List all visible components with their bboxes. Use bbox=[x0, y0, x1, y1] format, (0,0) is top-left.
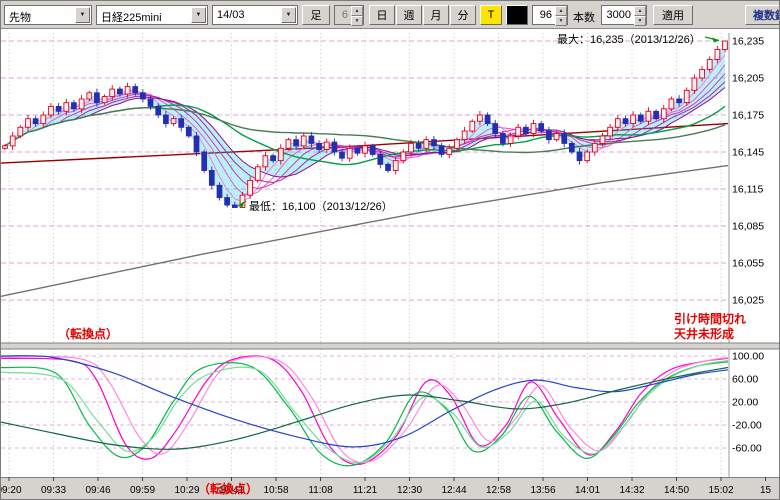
contract-month-select[interactable]: 14/03 ▼ bbox=[212, 5, 298, 25]
svg-text:14:32: 14:32 bbox=[619, 485, 644, 496]
color-swatch-button[interactable] bbox=[506, 5, 528, 25]
bars-visible-value: 96 bbox=[539, 9, 552, 21]
price-and-oscillator-chart: 09:20 09:33 09:46 09:59 10:29 10:41 10:58 11:08… bbox=[1, 29, 779, 499]
turning-point-bottom-annotation: （転換点） bbox=[198, 482, 259, 496]
svg-text:100.00: 100.00 bbox=[732, 351, 764, 363]
svg-text:16,085: 16,085 bbox=[732, 220, 764, 232]
svg-text:09:33: 09:33 bbox=[41, 485, 66, 496]
svg-text:16,145: 16,145 bbox=[732, 146, 764, 158]
svg-text:16,205: 16,205 bbox=[732, 72, 764, 84]
trend-line-long-gray bbox=[1, 164, 729, 297]
svg-text:20.00: 20.00 bbox=[732, 397, 758, 409]
notice-no-ceiling: 天井未形成 bbox=[674, 327, 735, 341]
tick-toggle-button[interactable]: T bbox=[480, 5, 502, 25]
ashi-button[interactable]: 足 bbox=[302, 5, 330, 25]
svg-text:-20.00: -20.00 bbox=[732, 420, 762, 432]
svg-text:15: 15 bbox=[760, 485, 772, 496]
period-week-button[interactable]: 週 bbox=[396, 5, 422, 25]
svg-text:09:46: 09:46 bbox=[85, 485, 110, 496]
oscillator-layer bbox=[1, 355, 729, 467]
instrument-value: 先物 bbox=[9, 12, 31, 24]
svg-text:12:30: 12:30 bbox=[397, 485, 422, 496]
instrument-select[interactable]: 先物 ▼ bbox=[4, 5, 92, 25]
svg-text:16,235: 16,235 bbox=[732, 36, 764, 48]
svg-text:14:01: 14:01 bbox=[575, 485, 600, 496]
x-axis-labels: 09:20 09:33 09:46 09:59 10:29 10:41 10:58 11:08… bbox=[1, 477, 771, 496]
interval-value: 6 bbox=[341, 9, 348, 21]
svg-text:09:59: 09:59 bbox=[130, 485, 155, 496]
oscillator-line-slow-blue bbox=[1, 355, 729, 448]
max-price-annotation: 最大：16,235（2013/12/26） bbox=[557, 34, 701, 46]
oscillator-line-rci-mid-green bbox=[1, 361, 729, 467]
svg-text:16,115: 16,115 bbox=[732, 183, 763, 195]
svg-text:11:21: 11:21 bbox=[353, 485, 378, 496]
svg-text:09:20: 09:20 bbox=[1, 485, 22, 496]
svg-text:12:58: 12:58 bbox=[486, 485, 511, 496]
symbol-select[interactable]: 日経225mini ▼ bbox=[96, 5, 208, 25]
chevron-down-icon[interactable]: ▼ bbox=[75, 7, 90, 23]
svg-text:16,025: 16,025 bbox=[732, 294, 764, 306]
y-axis-labels: 16,235 16,205 16,175 16,145 16,115 16,085 16,0… bbox=[732, 36, 764, 455]
svg-text:60.00: 60.00 bbox=[732, 374, 758, 386]
svg-text:10:29: 10:29 bbox=[174, 485, 199, 496]
max-arrowhead-icon bbox=[712, 37, 719, 43]
notice-close-timeout: 引け時間切れ bbox=[674, 312, 747, 326]
contract-month-value: 14/03 bbox=[217, 9, 245, 21]
period-day-button[interactable]: 日 bbox=[369, 5, 395, 25]
svg-text:-60.00: -60.00 bbox=[732, 443, 762, 455]
bars-visible-spinner[interactable]: 96 ▲ ▼ bbox=[532, 5, 568, 26]
apply-button[interactable]: 適用 bbox=[653, 5, 693, 25]
oscillator-line-slow-darkgreen bbox=[1, 366, 729, 450]
trend-line-long-maroon bbox=[1, 122, 729, 164]
svg-text:11:08: 11:08 bbox=[308, 485, 333, 496]
svg-text:10:41: 10:41 bbox=[219, 485, 244, 496]
oscillator-line-rci-short-magenta bbox=[1, 355, 729, 466]
bars-count-label: 本数 bbox=[573, 12, 595, 24]
svg-text:15:02: 15:02 bbox=[708, 485, 733, 496]
min-price-annotation: 最低：16,100（2013/12/26） bbox=[249, 201, 393, 213]
svg-text:14:50: 14:50 bbox=[664, 485, 689, 496]
spinner-arrows-icon[interactable]: ▲ ▼ bbox=[555, 6, 567, 26]
turning-point-top-annotation: （転換点） bbox=[58, 327, 119, 341]
symbol-value: 日経225mini bbox=[101, 12, 162, 24]
bars-total-spinner[interactable]: 3000 ▲ ▼ bbox=[601, 5, 647, 26]
svg-text:16,175: 16,175 bbox=[732, 109, 764, 121]
period-minute-button[interactable]: 分 bbox=[450, 5, 476, 25]
toolbar: 先物 ▼ 日経225mini ▼ 14/03 ▼ 足 6 ▲ ▼ 日 週 月 分 … bbox=[1, 1, 779, 29]
oscillator-line-rci-mid-lightgreen bbox=[1, 360, 729, 464]
spinner-arrows-icon[interactable]: ▲ ▼ bbox=[634, 6, 646, 26]
chart-area: 09:20 09:33 09:46 09:59 10:29 10:41 10:58 11:08… bbox=[1, 29, 779, 499]
interval-spinner[interactable]: 6 ▲ ▼ bbox=[334, 5, 364, 26]
candlestick-layer bbox=[2, 40, 728, 208]
svg-text:10:58: 10:58 bbox=[263, 485, 288, 496]
svg-text:12:44: 12:44 bbox=[441, 485, 466, 496]
panel-separator bbox=[1, 343, 779, 349]
chevron-down-icon[interactable]: ▼ bbox=[191, 7, 206, 23]
svg-text:16,055: 16,055 bbox=[732, 257, 764, 269]
x-axis-strip bbox=[1, 477, 779, 499]
bars-total-value: 3000 bbox=[606, 9, 631, 21]
min-arrowhead-icon bbox=[238, 202, 244, 207]
chevron-down-icon[interactable]: ▼ bbox=[281, 7, 296, 23]
svg-text:13:56: 13:56 bbox=[530, 485, 555, 496]
period-month-button[interactable]: 月 bbox=[423, 5, 449, 25]
spinner-arrows-icon[interactable]: ▲ ▼ bbox=[351, 6, 363, 26]
multi-symbol-button[interactable]: 複数銘柄 bbox=[745, 5, 779, 25]
